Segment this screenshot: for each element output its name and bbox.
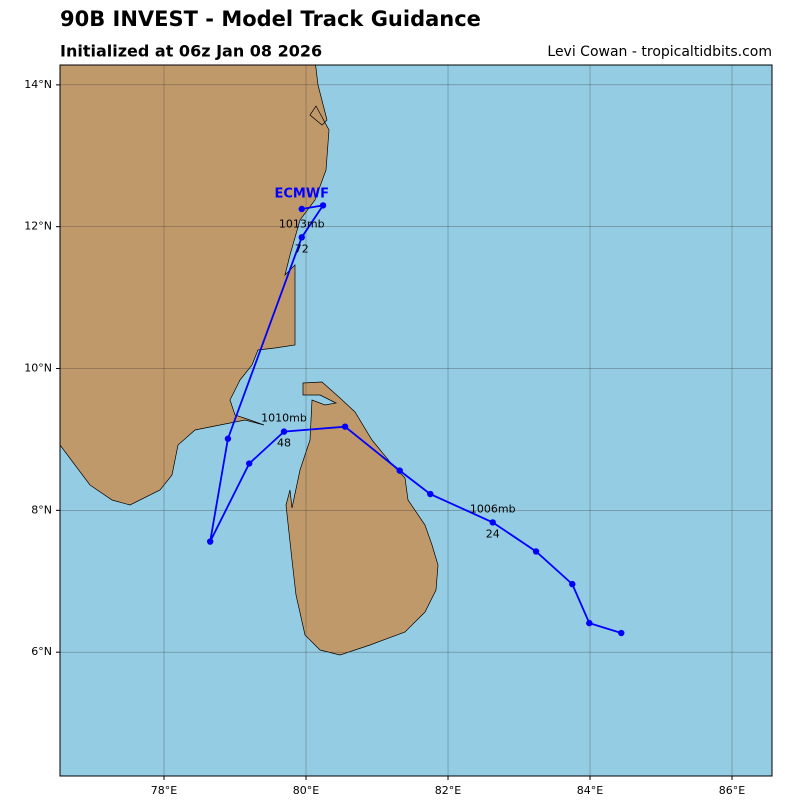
plot-frame xyxy=(59,64,773,777)
y-tick-label: 6°N xyxy=(31,645,52,658)
y-tick-label: 10°N xyxy=(24,362,52,375)
pressure-label: 1006mb xyxy=(470,502,516,515)
track-point xyxy=(569,580,576,588)
track-point xyxy=(532,548,540,555)
pressure-label: 1010mb xyxy=(261,412,307,425)
model-label: ECMWF xyxy=(274,186,329,201)
track-point xyxy=(319,202,327,209)
chart-subtitle: Initialized at 06z Jan 08 2026 xyxy=(60,42,322,61)
pressure-label: 1013mb xyxy=(279,217,325,230)
chart-title: 90B INVEST - Model Track Guidance xyxy=(60,7,481,31)
track-point xyxy=(280,428,288,435)
track-point xyxy=(206,538,214,545)
track-point xyxy=(298,205,305,213)
track-point xyxy=(618,629,625,637)
x-tick-label: 86°E xyxy=(719,784,745,797)
track-point xyxy=(396,467,403,474)
y-tick-label: 8°N xyxy=(31,503,52,516)
track-point xyxy=(427,490,434,498)
track-point xyxy=(489,519,496,526)
hour-label: 48 xyxy=(277,437,291,450)
y-tick-label: 12°N xyxy=(24,220,52,233)
track-point xyxy=(298,234,305,241)
track-point xyxy=(586,619,593,627)
x-tick-label: 82°E xyxy=(435,784,461,797)
x-tick-label: 78°E xyxy=(151,784,177,797)
credit: Levi Cowan - tropicaltidbits.com xyxy=(547,44,772,60)
track-point xyxy=(341,423,349,430)
hour-label: 24 xyxy=(486,527,500,540)
track-point xyxy=(224,435,232,442)
x-tick-label: 80°E xyxy=(293,784,319,797)
x-tick-label: 84°E xyxy=(577,784,603,797)
track-point xyxy=(246,460,253,467)
hour-label: 72 xyxy=(295,242,309,255)
y-tick-label: 14°N xyxy=(24,78,52,91)
india-land xyxy=(60,65,330,506)
